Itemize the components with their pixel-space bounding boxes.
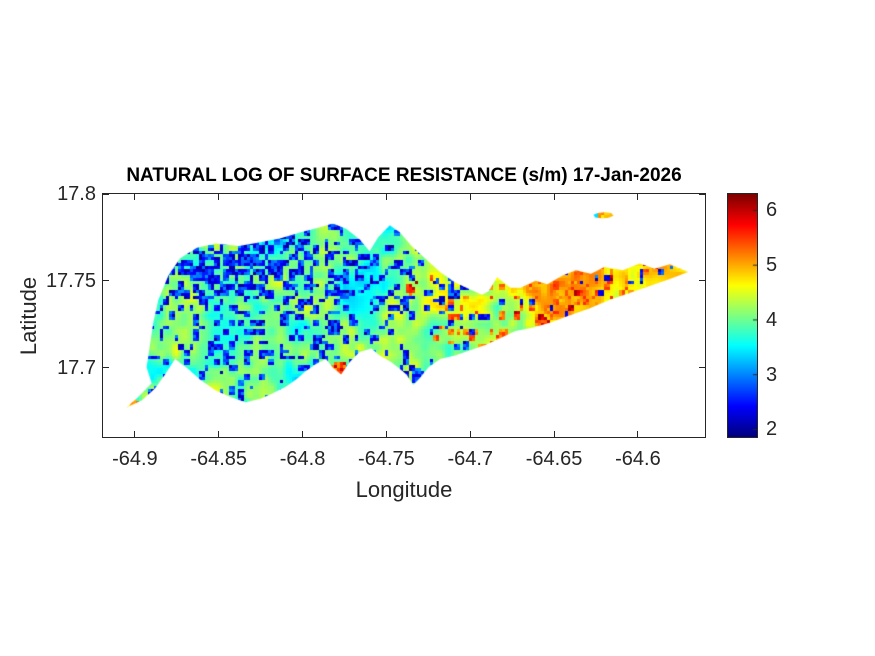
x-tick-mark	[134, 431, 136, 437]
colorbar-tick-label: 5	[766, 254, 778, 277]
y-tick-mark	[103, 367, 109, 369]
colorbar	[727, 193, 758, 438]
x-tick-label: -64.6	[615, 448, 661, 470]
island-heatmap-canvas	[103, 194, 705, 437]
x-tick-mark-top	[469, 194, 471, 200]
x-tick-mark	[469, 431, 471, 437]
x-tick-mark-top	[637, 194, 639, 200]
x-tick-mark-top	[302, 194, 304, 200]
x-tick-mark	[637, 431, 639, 437]
colorbar-tick-label: 4	[766, 308, 778, 331]
x-tick-mark-top	[385, 194, 387, 200]
x-tick-mark	[218, 431, 220, 437]
colorbar-gradient-canvas	[728, 194, 757, 437]
colorbar-tick-label: 2	[766, 418, 778, 441]
y-tick-label: 17.75	[45, 269, 96, 292]
x-tick-label: -64.8	[279, 448, 326, 470]
y-tick-mark-right	[699, 193, 705, 195]
plot-area	[102, 193, 706, 438]
y-tick-mark-right	[699, 280, 705, 282]
y-tick-label: 17.8	[57, 183, 96, 205]
x-tick-label: -64.65	[525, 448, 583, 470]
x-axis-label: Longitude	[355, 477, 453, 502]
y-tick-mark	[103, 280, 109, 282]
x-tick-label: -64.75	[358, 448, 415, 470]
x-tick-label: -64.85	[190, 448, 248, 470]
y-tick-label: 17.7	[57, 356, 96, 379]
colorbar-tick-label: 3	[766, 363, 778, 386]
x-tick-label: -64.9	[112, 448, 158, 470]
y-tick-mark	[103, 193, 109, 195]
x-tick-mark-top	[134, 194, 136, 200]
x-tick-label: -64.7	[447, 448, 494, 470]
x-tick-mark	[302, 431, 304, 437]
x-tick-mark-top	[553, 194, 555, 200]
plot-title: NATURAL LOG OF SURFACE RESISTANCE (s/m) …	[126, 165, 682, 186]
x-tick-mark	[553, 431, 555, 437]
colorbar-tick-label: 6	[766, 199, 778, 222]
y-tick-mark-right	[699, 367, 705, 369]
x-tick-mark-top	[218, 194, 220, 200]
x-tick-mark	[385, 431, 387, 437]
